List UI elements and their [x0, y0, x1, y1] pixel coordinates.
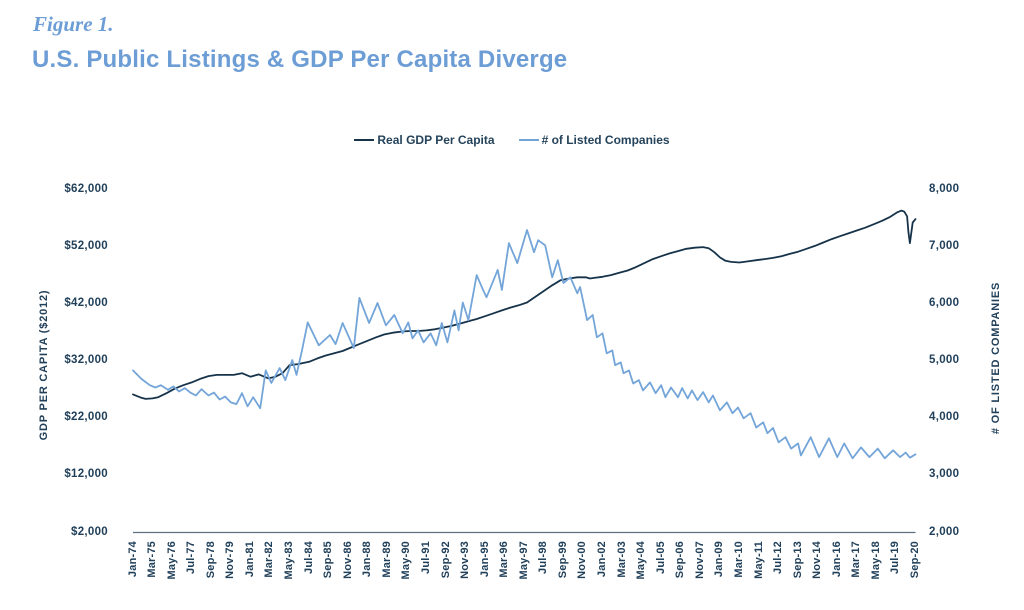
- x-tick: May-97: [517, 541, 530, 580]
- x-tick: Nov-86: [341, 541, 354, 579]
- x-tick: Nov-07: [693, 541, 706, 579]
- series-line-listings: [132, 229, 917, 460]
- x-tick: Jan-74: [126, 541, 139, 578]
- y-tick-left: $52,000: [64, 240, 108, 253]
- y-tick-left: $62,000: [64, 183, 108, 195]
- x-tick: Sep-99: [556, 541, 569, 579]
- x-tick: Sep-92: [439, 541, 452, 579]
- y-tick-left: $22,000: [64, 411, 108, 424]
- figure-label: Figure 1.: [33, 12, 114, 36]
- x-tick: Sep-78: [204, 541, 217, 579]
- legend-label-gdp: Real GDP Per Capita: [377, 133, 495, 147]
- y-tick-right: 2,000: [929, 525, 960, 538]
- x-tick: Mar-03: [615, 541, 628, 578]
- x-tick: May-83: [283, 541, 295, 580]
- x-tick: Nov-93: [459, 541, 472, 579]
- gdp-line-swatch: [354, 139, 375, 141]
- x-tick: Jul-12: [772, 541, 785, 574]
- x-tick: Nov-79: [224, 541, 237, 579]
- x-tick: Sep-85: [322, 541, 335, 579]
- legend-item-listings: # of Listed Companies: [518, 133, 670, 147]
- x-tick: May-76: [165, 541, 178, 580]
- legend-label-listings: # of Listed Companies: [541, 133, 670, 147]
- legend-item-gdp: Real GDP Per Capita: [354, 133, 495, 147]
- x-tick: Mar-75: [146, 541, 159, 578]
- x-tick: Jan-09: [713, 541, 726, 578]
- y-tick-right: 5,000: [929, 354, 960, 367]
- y-axis-right-title: # OF LISTED COMPANIES: [990, 281, 1002, 435]
- y-tick-left: $42,000: [64, 297, 108, 310]
- x-tick: Mar-89: [380, 541, 393, 578]
- x-tick: Jan-95: [478, 541, 491, 578]
- x-tick: Jul-19: [889, 541, 902, 574]
- x-tick: Nov-14: [811, 541, 824, 579]
- x-tick: Jan-16: [830, 541, 843, 578]
- x-tick: Jul-05: [654, 541, 667, 574]
- x-tick: Jan-02: [596, 541, 608, 578]
- x-tick: Jan-81: [243, 541, 256, 578]
- x-tick: Jul-91: [419, 541, 432, 574]
- y-tick-left: $2,000: [71, 525, 108, 538]
- listings-line-swatch: [518, 139, 539, 141]
- y-tick-right: 7,000: [929, 240, 960, 253]
- y-tick-left: $32,000: [64, 354, 108, 367]
- x-tick: May-90: [400, 541, 413, 580]
- y-tick-left: $12,000: [64, 468, 108, 481]
- x-tick: Jul-84: [302, 541, 315, 574]
- y-tick-right: 4,000: [929, 411, 960, 424]
- x-tick: Nov-00: [576, 541, 589, 579]
- x-tick: Jul-98: [537, 541, 550, 574]
- legend: Real GDP Per Capita # of Listed Companie…: [0, 133, 1024, 147]
- x-tick: Mar-82: [263, 541, 276, 578]
- y-axis-left-title: GDP PER CAPITA ($2012): [38, 289, 50, 441]
- x-tick: Sep-20: [909, 541, 921, 579]
- page-title: U.S. Public Listings & GDP Per Capita Di…: [32, 46, 568, 73]
- x-tick: Mar-96: [498, 541, 511, 578]
- x-tick: May-18: [869, 541, 882, 580]
- x-tick: May-04: [635, 541, 648, 580]
- x-tick: Mar-17: [850, 541, 863, 578]
- x-tick: Sep-13: [791, 541, 804, 579]
- x-tick: Jan-88: [361, 541, 374, 578]
- x-tick: Sep-06: [674, 541, 687, 579]
- x-tick: Mar-10: [732, 541, 745, 578]
- y-tick-right: 6,000: [929, 297, 960, 310]
- x-tick: Jul-77: [185, 541, 198, 574]
- y-tick-right: 3,000: [929, 468, 960, 481]
- y-tick-right: 8,000: [929, 183, 960, 195]
- x-tick: May-11: [752, 541, 765, 579]
